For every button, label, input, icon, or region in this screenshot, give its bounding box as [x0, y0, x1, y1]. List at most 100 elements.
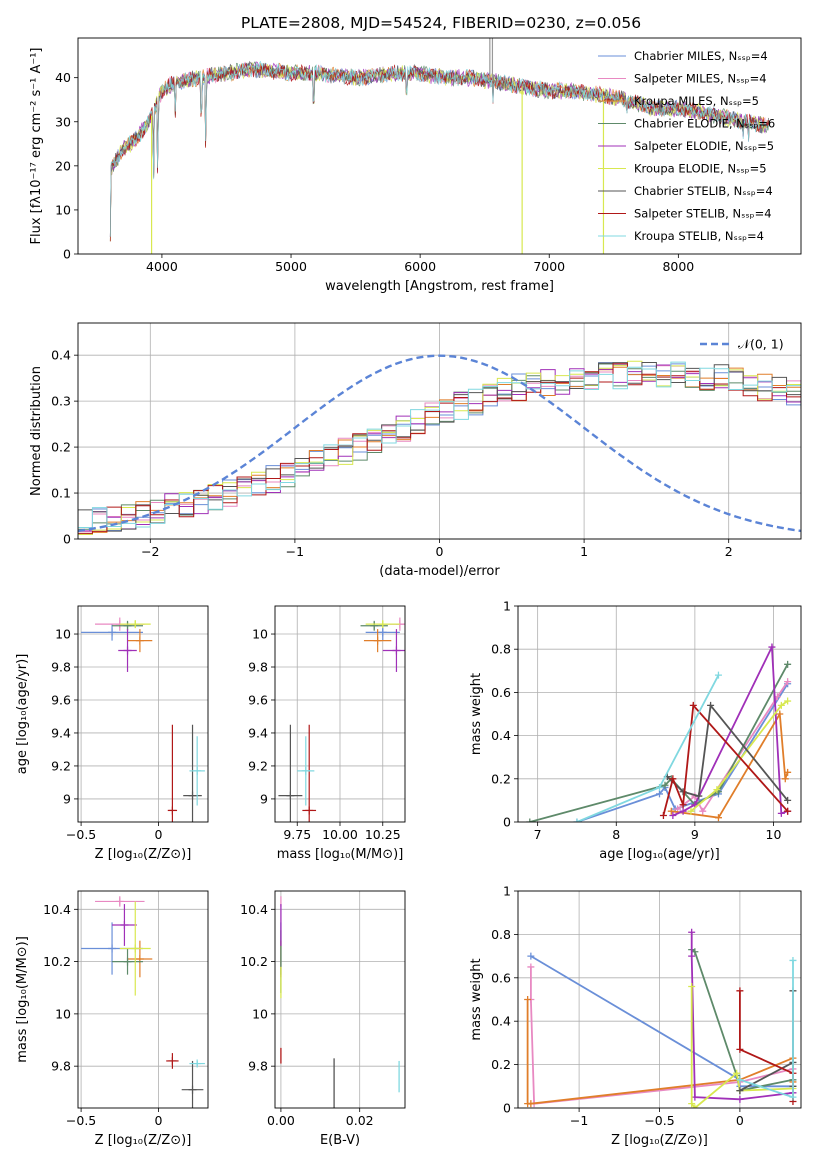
data-point — [286, 791, 295, 800]
figure-title: PLATE=2808, MJD=54524, FIBERID=0230, z=0… — [241, 14, 641, 32]
data-point — [733, 1069, 741, 1077]
y-tick-label: 10.2 — [240, 954, 268, 969]
data-point — [789, 1093, 797, 1101]
data-point — [784, 678, 792, 686]
x-tick-label: 0 — [154, 1113, 162, 1128]
data-point — [781, 775, 789, 783]
y-tick-label: 0 — [63, 247, 71, 262]
y-tick-label: 9.4 — [51, 725, 71, 740]
y-tick-label: 0.6 — [491, 685, 511, 700]
legend-label: Chabrier ELODIE, Nₛₛₚ=6 — [634, 117, 775, 131]
data-point — [784, 660, 792, 668]
x-tick-label: 10 — [766, 827, 782, 842]
y-tick-label: 0.2 — [51, 440, 71, 455]
data-point — [776, 710, 784, 718]
x-axis-label: Z [log₁₀(Z/Z⊙)] — [95, 847, 192, 862]
x-tick-label: 0 — [436, 544, 444, 559]
data-point — [573, 818, 581, 822]
data-point — [378, 628, 387, 637]
data-point — [736, 987, 744, 995]
weight-vs-age-plot-area — [526, 643, 792, 822]
data-point — [370, 621, 379, 630]
axes-frame — [77, 605, 209, 823]
y-tick-label: 9.8 — [51, 660, 71, 675]
data-point — [714, 814, 722, 822]
weight-series-line — [691, 948, 794, 1092]
data-point — [108, 944, 117, 953]
data-point — [688, 928, 696, 936]
residuals-axes: −2 −1 0 1 2 0 0.1 0.2 0.3 0.4 (data-model)/error No… — [29, 322, 802, 579]
axes-frame — [274, 890, 406, 1109]
age-vs-mass-plot-area — [278, 617, 405, 822]
data-point — [777, 809, 785, 817]
data-point — [789, 956, 797, 964]
histogram-series — [78, 360, 801, 539]
x-axis-label: (data-model)/error — [379, 564, 500, 579]
data-point — [688, 952, 696, 960]
data-point — [168, 806, 177, 815]
data-point — [669, 812, 677, 820]
data-point — [688, 1100, 696, 1108]
data-point — [524, 996, 532, 1003]
data-point — [707, 701, 715, 709]
y-tick-label: 20 — [55, 158, 71, 173]
data-point — [527, 1100, 535, 1108]
x-tick-label: −0.5 — [644, 1113, 674, 1128]
x-tick-label: −0.5 — [66, 1113, 96, 1128]
legend-label: Kroupa MILES, Nₛₛₚ=5 — [634, 94, 759, 108]
mass-vs-extinction-plot-area — [280, 896, 400, 1108]
data-point — [679, 801, 687, 809]
data-point — [689, 701, 697, 709]
x-tick-label: 6000 — [404, 259, 436, 274]
weight-series-line — [690, 932, 794, 1101]
age-vs-metallicity-axes: −0.5 0 9 9.2 9.4 9.6 9.8 10 Z [log₁₀(Z/Z⊙)] age [… — [15, 605, 209, 862]
y-tick-label: 0.6 — [491, 970, 511, 985]
x-axis-label: Z [log₁₀(Z/Z⊙)] — [95, 1133, 192, 1148]
data-point — [688, 982, 696, 990]
data-point — [661, 781, 669, 789]
histogram-series — [78, 366, 801, 539]
y-tick-label: 9.4 — [248, 725, 268, 740]
x-tick-label: 9 — [691, 827, 699, 842]
data-point — [714, 671, 722, 679]
y-tick-label: 9.6 — [51, 692, 71, 707]
spectrum-legend: Chabrier MILES, Nₛₛₚ=4 Salpeter MILES, Nₛ… — [598, 49, 775, 243]
histogram-series — [78, 361, 801, 539]
legend-label: Salpeter ELODIE, Nₛₛₚ=5 — [634, 139, 774, 153]
x-tick-label: 7 — [534, 827, 542, 842]
legend-label: Salpeter MILES, Nₛₛₚ=4 — [634, 72, 767, 86]
x-tick-label: 1 — [580, 544, 588, 559]
y-axis-label: age [log₁₀(age/yr)] — [15, 654, 30, 775]
y-tick-label: 0 — [503, 1101, 511, 1116]
weight-vs-age-axes: 7 8 9 10 0 0.2 0.4 0.6 0.8 1 age [log₁₀(age/yr)] ma… — [469, 599, 802, 862]
y-tick-label: 10.4 — [240, 902, 268, 917]
y-axis-label: Flux [fλ10⁻¹⁷ erg cm⁻² s⁻¹ A⁻¹] — [29, 48, 44, 245]
data-point — [392, 646, 401, 655]
y-tick-label: 9.8 — [248, 1059, 268, 1074]
y-tick-label: 0 — [503, 815, 511, 830]
data-point — [526, 818, 534, 822]
legend-label: 𝒩(0, 1) — [738, 337, 784, 352]
x-axis-label: Z [log₁₀(Z/Z⊙)] — [611, 1133, 708, 1148]
y-tick-label: 9 — [63, 791, 71, 806]
y-tick-label: 0.8 — [491, 642, 511, 657]
y-tick-label: 9.2 — [51, 758, 71, 773]
x-tick-label: 4000 — [146, 259, 178, 274]
x-tick-label: −1 — [570, 1113, 588, 1128]
data-point — [669, 775, 677, 783]
x-axis-label: wavelength [Angstrom, rest frame] — [325, 279, 554, 294]
legend-label: Kroupa ELODIE, Nₛₛₚ=5 — [634, 162, 767, 176]
data-point — [120, 920, 129, 929]
y-tick-label: 0.4 — [491, 728, 511, 743]
y-tick-label: 0.4 — [51, 348, 71, 363]
x-tick-label: 10.25 — [365, 827, 401, 842]
data-point — [123, 646, 132, 655]
data-point — [695, 792, 703, 800]
y-tick-label: 0.1 — [51, 486, 71, 501]
mass-vs-metallicity-plot-area — [81, 896, 205, 1108]
residuals-plot-area — [78, 354, 801, 539]
x-tick-label: 8000 — [662, 259, 694, 274]
mass-vs-extinction-axes: 0.00 0.02 9.8 10 10.2 10.4 E(B-V) — [240, 890, 406, 1148]
x-tick-label: 0.02 — [346, 1113, 374, 1128]
axes-frame — [517, 605, 802, 823]
